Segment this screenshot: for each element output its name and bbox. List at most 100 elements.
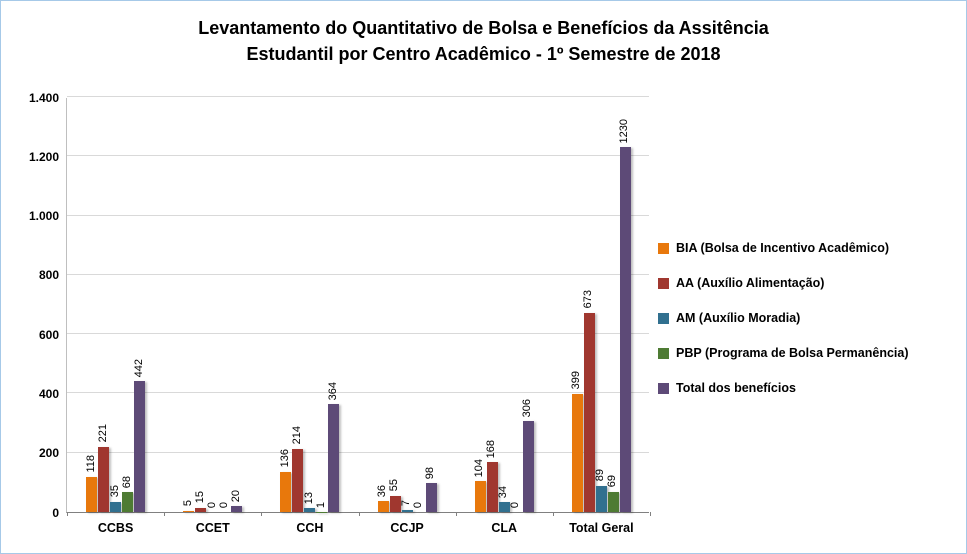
y-axis-tick-label: 600 xyxy=(38,327,59,342)
bar-value-label: 442 xyxy=(132,358,145,377)
bar-value-label: 35 xyxy=(108,485,121,498)
bar-value-label: 0 xyxy=(205,501,218,508)
bar xyxy=(607,491,619,512)
bar-value-label: 15 xyxy=(193,491,206,504)
bar-value-label: 306 xyxy=(521,398,534,418)
bar-value-label: 168 xyxy=(485,439,498,459)
bar xyxy=(280,471,292,512)
chart-title-line1: Levantamento do Quantitativo de Bolsa e … xyxy=(198,18,769,38)
bar-value-label: 55 xyxy=(388,479,401,492)
bar xyxy=(389,495,401,512)
legend-item: Total dos benefícios xyxy=(658,381,963,395)
bar xyxy=(231,506,243,512)
bar xyxy=(304,508,316,512)
chart-title: Levantamento do Quantitativo de Bolsa e … xyxy=(1,15,966,67)
gridline xyxy=(67,451,649,453)
bar-value-label: 7 xyxy=(400,499,413,506)
bar xyxy=(595,485,607,512)
x-axis-tick xyxy=(67,512,68,516)
gridline xyxy=(67,273,649,275)
bar-value-label: 89 xyxy=(594,469,607,482)
chart-title-line2: Estudantil por Centro Acadêmico - 1º Sem… xyxy=(246,44,721,64)
legend-item: AM (Auxílio Moradia) xyxy=(658,311,963,325)
bar xyxy=(98,446,110,512)
bar xyxy=(486,462,498,512)
bar-value-label: 0 xyxy=(217,501,230,508)
bar xyxy=(86,477,98,512)
bar xyxy=(328,404,340,512)
legend-swatch-icon xyxy=(658,277,669,289)
y-axis-tick-label: 400 xyxy=(38,386,59,401)
x-axis-category-label: Total Geral xyxy=(569,521,634,535)
x-axis-category-label: CCBS xyxy=(97,521,134,535)
y-axis-tick-label: 1.200 xyxy=(28,149,59,164)
bar xyxy=(122,491,134,512)
bar xyxy=(619,147,631,512)
bar-value-label: 20 xyxy=(229,489,242,503)
bar-value-label: 69 xyxy=(606,475,619,488)
gridline xyxy=(67,155,649,157)
bar xyxy=(583,312,595,512)
gridline xyxy=(67,392,649,394)
legend-swatch-icon xyxy=(658,312,669,324)
bar-value-label: 399 xyxy=(570,371,583,390)
legend-item: AA (Auxílio Alimentação) xyxy=(658,276,963,290)
bar-value-label: 34 xyxy=(497,485,510,498)
bar-value-label: 5 xyxy=(181,500,194,507)
x-axis-category-label: CLA xyxy=(491,521,518,535)
x-axis-tick xyxy=(358,512,360,516)
legend-swatch-icon xyxy=(658,242,669,254)
legend: BIA (Bolsa de Incentivo Acadêmico) AA (Au… xyxy=(658,241,963,416)
bar xyxy=(377,501,389,512)
legend-swatch-icon xyxy=(658,382,669,394)
x-axis-tick xyxy=(650,512,651,516)
bar xyxy=(571,393,583,512)
x-axis-tick xyxy=(552,512,554,516)
bar-value-label: 214 xyxy=(290,426,303,445)
y-axis-tick-label: 0 xyxy=(52,505,59,520)
bar-value-label: 0 xyxy=(509,501,522,508)
bar xyxy=(498,501,510,512)
bar-value-label: 1230 xyxy=(618,118,631,144)
bar-value-label: 136 xyxy=(278,449,291,468)
bar xyxy=(401,509,413,512)
x-axis-tick xyxy=(455,512,457,516)
x-axis-category-label: CCH xyxy=(296,521,324,535)
y-axis-tick-label: 1.400 xyxy=(28,90,59,105)
legend-label: AA (Auxílio Alimentação) xyxy=(676,276,825,290)
y-axis-tick-label: 1.000 xyxy=(28,209,59,224)
bar xyxy=(195,507,207,512)
bar xyxy=(183,510,195,512)
bar-value-label: 673 xyxy=(582,290,595,309)
x-axis-category-label: CCET xyxy=(195,521,230,535)
bar-value-label: 98 xyxy=(424,466,437,479)
y-axis-tick-label: 800 xyxy=(38,268,59,283)
bar xyxy=(522,421,534,512)
y-axis-tick-label: 200 xyxy=(38,446,59,461)
gridline xyxy=(67,214,649,216)
legend-swatch-icon xyxy=(658,347,669,359)
bar-value-label: 0 xyxy=(412,501,425,508)
plot-area: 0 200 400 600 800 1.000 1.200 1.400 118 221 35 68 44… xyxy=(29,91,651,535)
x-axis-tick xyxy=(261,512,263,516)
bar xyxy=(110,501,122,512)
bar-value-label: 118 xyxy=(84,455,97,474)
bar xyxy=(292,448,304,512)
bar-value-label: 68 xyxy=(120,475,133,488)
bar-value-label: 221 xyxy=(96,424,109,443)
legend-item: PBP (Programa de Bolsa Permanência) xyxy=(658,346,963,360)
bar xyxy=(474,481,486,512)
gridline xyxy=(67,333,649,335)
legend-item: BIA (Bolsa de Incentivo Acadêmico) xyxy=(658,241,963,255)
legend-label: BIA (Bolsa de Incentivo Acadêmico) xyxy=(676,241,890,255)
bar xyxy=(425,482,437,512)
bar-value-label: 104 xyxy=(473,458,486,478)
legend-label: AM (Auxílio Moradia) xyxy=(676,311,801,325)
bar-value-label: 1 xyxy=(314,501,327,508)
bar xyxy=(134,380,146,512)
x-axis-tick xyxy=(164,512,166,516)
bar-value-label: 36 xyxy=(376,485,389,498)
x-axis-category-label: CCJP xyxy=(390,521,424,535)
legend-label: PBP (Programa de Bolsa Permanência) xyxy=(676,346,909,360)
